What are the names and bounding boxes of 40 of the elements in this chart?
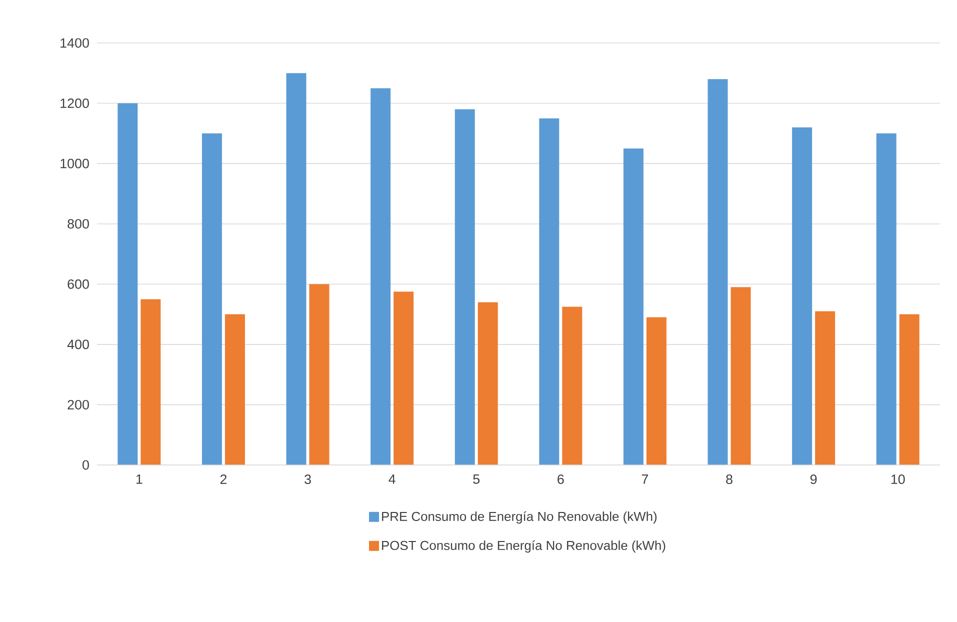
bar [876, 133, 896, 465]
bar [539, 118, 560, 465]
bar [730, 287, 751, 465]
bar [370, 88, 391, 465]
x-tick-label: 1 [136, 474, 142, 484]
legend-label: POST Consumo de Energía No Renovable (kWh) [382, 540, 666, 553]
bar [394, 292, 414, 465]
bar [118, 103, 138, 465]
bar [224, 314, 245, 465]
bar [286, 73, 306, 465]
x-tick-label: 6 [558, 474, 564, 484]
bar [792, 127, 812, 465]
x-tick-label: 5 [473, 474, 480, 484]
y-tick-label: 1000 [60, 158, 89, 168]
y-tick-label: 200 [68, 400, 89, 410]
x-tick-label: 2 [220, 474, 227, 484]
x-tick-label: 8 [726, 474, 732, 484]
bar [202, 133, 222, 465]
y-tick-label: 1400 [60, 38, 89, 48]
bar [562, 306, 582, 465]
y-tick-label: 1200 [60, 98, 89, 108]
x-tick-label: 3 [304, 474, 311, 484]
y-tick-label: 400 [67, 340, 89, 350]
bar [646, 317, 666, 465]
bar [454, 109, 475, 465]
y-tick-label: 600 [68, 279, 89, 289]
x-tick-label: 4 [388, 474, 396, 484]
y-tick-label: 0 [82, 460, 89, 470]
bar [623, 148, 644, 465]
bar [708, 79, 728, 465]
x-tick-label: 7 [642, 474, 648, 484]
bar [140, 299, 161, 465]
bar [478, 302, 498, 465]
y-tick-label: 800 [68, 219, 89, 229]
bar [309, 284, 330, 465]
legend-label: PRE Consumo de Energía No Renovable (kWh) [382, 511, 657, 524]
bar [899, 314, 920, 465]
x-tick-label: 9 [810, 474, 817, 484]
x-tick-label: 10 [891, 474, 905, 484]
bar [815, 311, 836, 465]
